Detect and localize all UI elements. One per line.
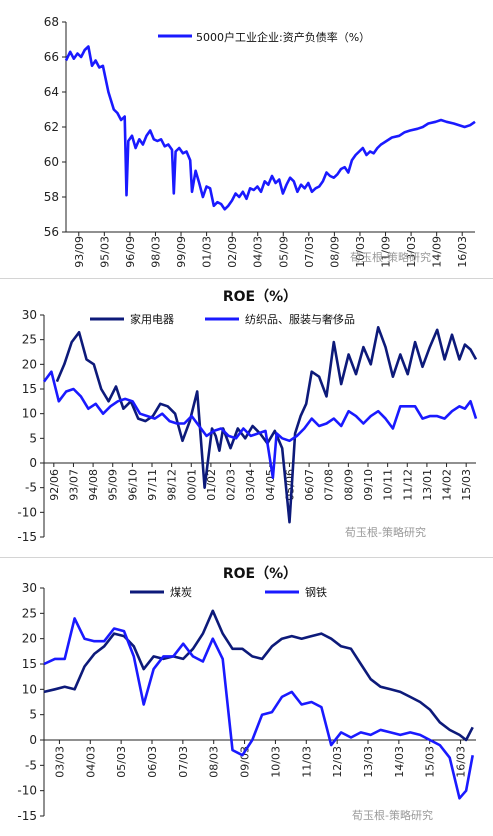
x-tick-label: 98/12 bbox=[166, 469, 179, 501]
debt-ratio-chart: 56 58 60 62 64 66 68 93/09 95/03 96/09 98/03 99/09 0… bbox=[44, 15, 476, 268]
x-tick-label: 15/03 bbox=[424, 746, 437, 778]
legend-label: 煤炭 bbox=[170, 586, 192, 599]
x-tick-label: 02/09 bbox=[226, 236, 239, 268]
x-tick-label: 10/03 bbox=[269, 746, 282, 778]
y-tick-label: 60 bbox=[44, 155, 59, 169]
y-tick-label: 62 bbox=[44, 120, 59, 134]
y-tick-label: 5 bbox=[29, 708, 37, 722]
x-tick-label: 16/03 bbox=[456, 236, 469, 268]
y-tick-label: 56 bbox=[44, 225, 59, 239]
x-tick-label: 15/03 bbox=[460, 469, 473, 501]
series-line-2 bbox=[42, 370, 478, 480]
x-tick-label: 08/03 bbox=[208, 746, 221, 778]
x-tick-label: 95/03 bbox=[98, 236, 111, 268]
y-tick-label: -10 bbox=[17, 505, 37, 519]
legend-label: 5000户工业企业:资产负债率（%） bbox=[196, 30, 370, 44]
y-tick-label: 58 bbox=[44, 190, 59, 204]
x-tick-label: 00/01 bbox=[185, 469, 198, 501]
divider-2 bbox=[0, 557, 493, 558]
x-tick-label: 07/08 bbox=[323, 469, 336, 501]
x-tick-label: 13/03 bbox=[362, 746, 375, 778]
y-tick-label: 25 bbox=[22, 606, 37, 620]
x-tick-label: 94/08 bbox=[87, 469, 100, 501]
x-tick-label: 06/07 bbox=[303, 469, 316, 501]
x-tick-label: 05/09 bbox=[277, 236, 290, 268]
x-tick-label: 95/09 bbox=[107, 469, 120, 501]
x-tick-label: 08/09 bbox=[342, 469, 355, 501]
watermark: 荀玉根-策略研究 bbox=[345, 525, 426, 539]
y-tick-label: -10 bbox=[17, 784, 37, 798]
divider-1 bbox=[0, 278, 493, 279]
y-tick-label: 68 bbox=[44, 15, 59, 29]
y-tick-label: 15 bbox=[22, 382, 37, 396]
legend-label: 纺织品、服装与奢侈品 bbox=[245, 312, 355, 326]
x-tick-label: 11/12 bbox=[401, 469, 414, 501]
series-line-1 bbox=[64, 45, 476, 211]
x-tick-label: 01/03 bbox=[201, 236, 214, 268]
x-tick-label: 93/09 bbox=[73, 236, 86, 268]
series-line-2 bbox=[43, 617, 474, 800]
x-tick-label: 16/03 bbox=[455, 746, 468, 778]
x-tick-label: 08/09 bbox=[328, 236, 341, 268]
x-tick-label: 04/05 bbox=[264, 469, 277, 501]
x-tick-label: 04/03 bbox=[84, 746, 97, 778]
roe-appliance-textile-chart: ROE（%） -15 -10 -5 0 5 10 15 20 25 30 92/06 93/07 94/0… bbox=[17, 289, 478, 544]
x-tick-label: 98/03 bbox=[149, 236, 162, 268]
x-tick-label: 14/09 bbox=[431, 236, 444, 268]
chart-title: ROE（%） bbox=[223, 289, 297, 305]
x-tick-label: 96/10 bbox=[126, 469, 139, 501]
y-tick-label: 10 bbox=[22, 407, 37, 421]
y-tick-label: -5 bbox=[25, 481, 37, 495]
y-tick-label: -5 bbox=[25, 758, 37, 772]
y-tick-label: 15 bbox=[22, 657, 37, 671]
y-tick-label: 20 bbox=[22, 632, 37, 646]
x-tick-label: 97/11 bbox=[146, 469, 159, 501]
y-tick-label: -15 bbox=[17, 809, 37, 823]
y-tick-label: 66 bbox=[44, 50, 59, 64]
x-tick-label: 02/03 bbox=[225, 469, 238, 501]
y-tick-label: 5 bbox=[29, 431, 37, 445]
x-tick-label: 01/02 bbox=[205, 469, 218, 501]
y-tick-label: 10 bbox=[22, 682, 37, 696]
y-tick-label: 30 bbox=[22, 308, 37, 322]
chart-title: ROE（%） bbox=[223, 566, 297, 582]
y-tick-label: 25 bbox=[22, 333, 37, 347]
x-tick-label: 99/09 bbox=[175, 236, 188, 268]
roe-coal-steel-chart: ROE（%） -15 -10 -5 0 5 10 15 20 25 30 03/03 04/03 05/0… bbox=[17, 566, 476, 823]
y-tick-label: -15 bbox=[17, 530, 37, 544]
x-tick-label: 03/03 bbox=[53, 746, 66, 778]
x-tick-label: 10/03 bbox=[354, 236, 367, 268]
x-tick-label: 14/03 bbox=[393, 746, 406, 778]
x-tick-label: 09/10 bbox=[362, 469, 375, 501]
series-line-1 bbox=[43, 609, 474, 742]
x-tick-label: 12/03 bbox=[331, 746, 344, 778]
x-tick-label: 03/04 bbox=[244, 469, 257, 501]
legend-label: 钢铁 bbox=[305, 586, 327, 599]
x-tick-label: 92/06 bbox=[48, 469, 61, 501]
x-tick-label: 93/07 bbox=[67, 469, 80, 501]
y-tick-label: 0 bbox=[29, 456, 37, 470]
x-tick-label: 96/09 bbox=[124, 236, 137, 268]
x-tick-label: 13/01 bbox=[421, 469, 434, 501]
watermark: 荀玉根-策略研究 bbox=[350, 250, 431, 264]
x-tick-label: 10/11 bbox=[382, 469, 395, 501]
x-tick-label: 11/03 bbox=[300, 746, 313, 778]
x-tick-label: 07/03 bbox=[303, 236, 316, 268]
legend-label: 家用电器 bbox=[130, 312, 174, 326]
x-tick-label: 07/03 bbox=[177, 746, 190, 778]
x-tick-label: 04/03 bbox=[252, 236, 265, 268]
y-tick-label: 30 bbox=[22, 581, 37, 595]
x-tick-label: 13/03 bbox=[405, 236, 418, 268]
y-tick-label: 64 bbox=[44, 85, 59, 99]
x-tick-label: 06/03 bbox=[146, 746, 159, 778]
x-tick-label: 11/09 bbox=[380, 236, 393, 268]
x-tick-label: 05/03 bbox=[115, 746, 128, 778]
y-tick-label: 0 bbox=[29, 733, 37, 747]
watermark: 荀玉根-策略研究 bbox=[352, 808, 433, 822]
y-tick-label: 20 bbox=[22, 357, 37, 371]
x-tick-label: 14/02 bbox=[441, 469, 454, 501]
